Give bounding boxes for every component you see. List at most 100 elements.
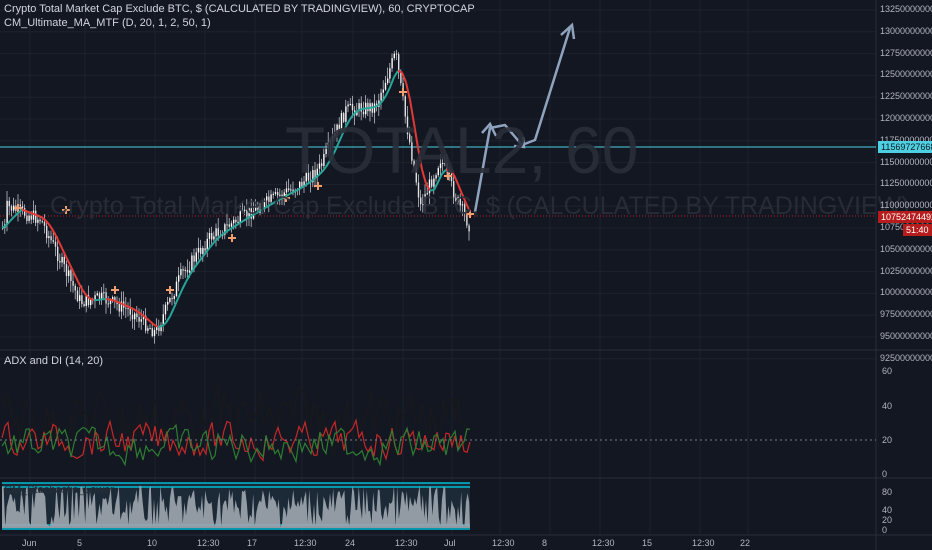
- time-tick-label: 24: [345, 538, 356, 548]
- adx-di-plot: [1, 384, 471, 467]
- time-tick-label: 22: [740, 538, 751, 548]
- hline-price-tag: 115697276689: [878, 141, 932, 153]
- candle-body: [208, 233, 211, 239]
- candle-body: [318, 163, 321, 169]
- candle-body: [230, 223, 233, 227]
- candle-body: [281, 194, 283, 197]
- moving-average-segment: [345, 118, 351, 127]
- candle-body: [43, 221, 46, 226]
- candle-body: [186, 269, 189, 273]
- moving-average-segment: [45, 220, 51, 227]
- stoch-panel-title[interactable]: CM_Stochastic_Lower: [4, 484, 115, 496]
- candle-body: [127, 308, 129, 310]
- candle-body: [387, 78, 389, 83]
- candle-body: [448, 169, 450, 174]
- candle-body: [246, 209, 248, 217]
- moving-average-segment: [29, 211, 35, 215]
- price-tick-label: 112500000000: [880, 178, 932, 189]
- candle-body: [180, 269, 182, 276]
- time-tick-label: 12:30: [294, 538, 317, 548]
- indicator-label[interactable]: CM_Ultimate_MA_MTF (D, 20, 1, 2, 50, 1): [4, 17, 211, 29]
- candle-body: [112, 297, 114, 301]
- adx-tick-label: 40: [882, 401, 893, 411]
- candle-body: [156, 326, 158, 331]
- candle-body: [59, 261, 61, 263]
- moving-average-segment: [265, 204, 271, 209]
- price-tick-label: 130000000000: [880, 25, 932, 36]
- moving-average-segment: [121, 302, 127, 307]
- candle-body: [351, 103, 354, 111]
- moving-average-segment: [173, 298, 179, 309]
- candle-body: [411, 142, 413, 161]
- candle-body: [171, 298, 173, 300]
- forecast-arrows[interactable]: [473, 22, 576, 213]
- moving-average-segment: [409, 99, 415, 124]
- moving-average-segment: [465, 202, 471, 213]
- moving-average-segment: [161, 321, 167, 327]
- candle-body: [279, 194, 281, 196]
- watermark-symbol: TOTAL2, 60: [285, 113, 639, 187]
- candle-body: [442, 163, 444, 165]
- moving-average-segment: [49, 225, 55, 233]
- candle-body: [343, 113, 345, 122]
- stoch-area: [2, 485, 470, 528]
- moving-average-segment: [177, 289, 183, 300]
- candle-body: [404, 96, 406, 117]
- arrow-head: [513, 136, 526, 149]
- moving-average-segment: [73, 272, 79, 282]
- moving-average-segment: [357, 108, 363, 112]
- adx-panel-title[interactable]: ADX and DI (14, 20): [4, 355, 104, 367]
- candle-body: [433, 178, 435, 187]
- moving-average-segment: [193, 262, 199, 269]
- candle-body: [329, 141, 332, 143]
- moving-average-segment: [225, 228, 231, 233]
- candle-body: [241, 209, 244, 212]
- moving-average-segment: [297, 186, 303, 191]
- candle-body: [422, 204, 424, 206]
- chart-title[interactable]: Crypto Total Market Cap Exclude BTC, $ (…: [4, 3, 475, 15]
- candle-body: [290, 189, 292, 191]
- candle-body: [76, 290, 79, 302]
- candle-body: [420, 197, 422, 205]
- candle-body: [114, 297, 116, 302]
- moving-average-segment: [269, 201, 275, 206]
- candle-body: [37, 219, 39, 223]
- candle-body: [197, 247, 200, 253]
- stoch-tick-label: 0: [882, 525, 888, 535]
- candle-body: [314, 169, 316, 178]
- candle-body: [160, 325, 162, 332]
- candle-body: [321, 163, 323, 166]
- candle-body: [215, 228, 217, 237]
- candle-body: [382, 89, 384, 93]
- candle-body: [439, 163, 442, 169]
- price-tick-label: 100000000000: [880, 287, 932, 298]
- candle-body: [457, 197, 459, 202]
- indicator-line: [1, 418, 471, 462]
- candle-body: [24, 208, 26, 216]
- candle-body: [118, 304, 120, 312]
- candle-body: [413, 160, 415, 168]
- candle-body: [107, 303, 109, 305]
- candle-body: [129, 308, 131, 315]
- moving-average-segment: [341, 125, 347, 136]
- candle-body: [178, 275, 180, 282]
- moving-average-segment: [249, 213, 255, 218]
- moving-average-segment: [241, 218, 247, 223]
- candle-body: [338, 124, 340, 130]
- candle-body: [233, 219, 235, 224]
- candle-body: [72, 280, 74, 286]
- arrow-head: [560, 22, 576, 40]
- price-tick-label: 127500000000: [880, 47, 932, 58]
- candle-body: [175, 281, 178, 297]
- candle-body: [70, 270, 72, 281]
- forecast-path: [473, 27, 572, 213]
- moving-average-segment: [449, 169, 455, 176]
- candle-body: [292, 189, 294, 193]
- candle-body: [142, 315, 145, 320]
- candle-body: [101, 292, 103, 300]
- candle-body: [393, 53, 395, 59]
- candle-body: [312, 169, 314, 183]
- candle-body: [415, 167, 417, 183]
- moving-average-segment: [349, 113, 355, 120]
